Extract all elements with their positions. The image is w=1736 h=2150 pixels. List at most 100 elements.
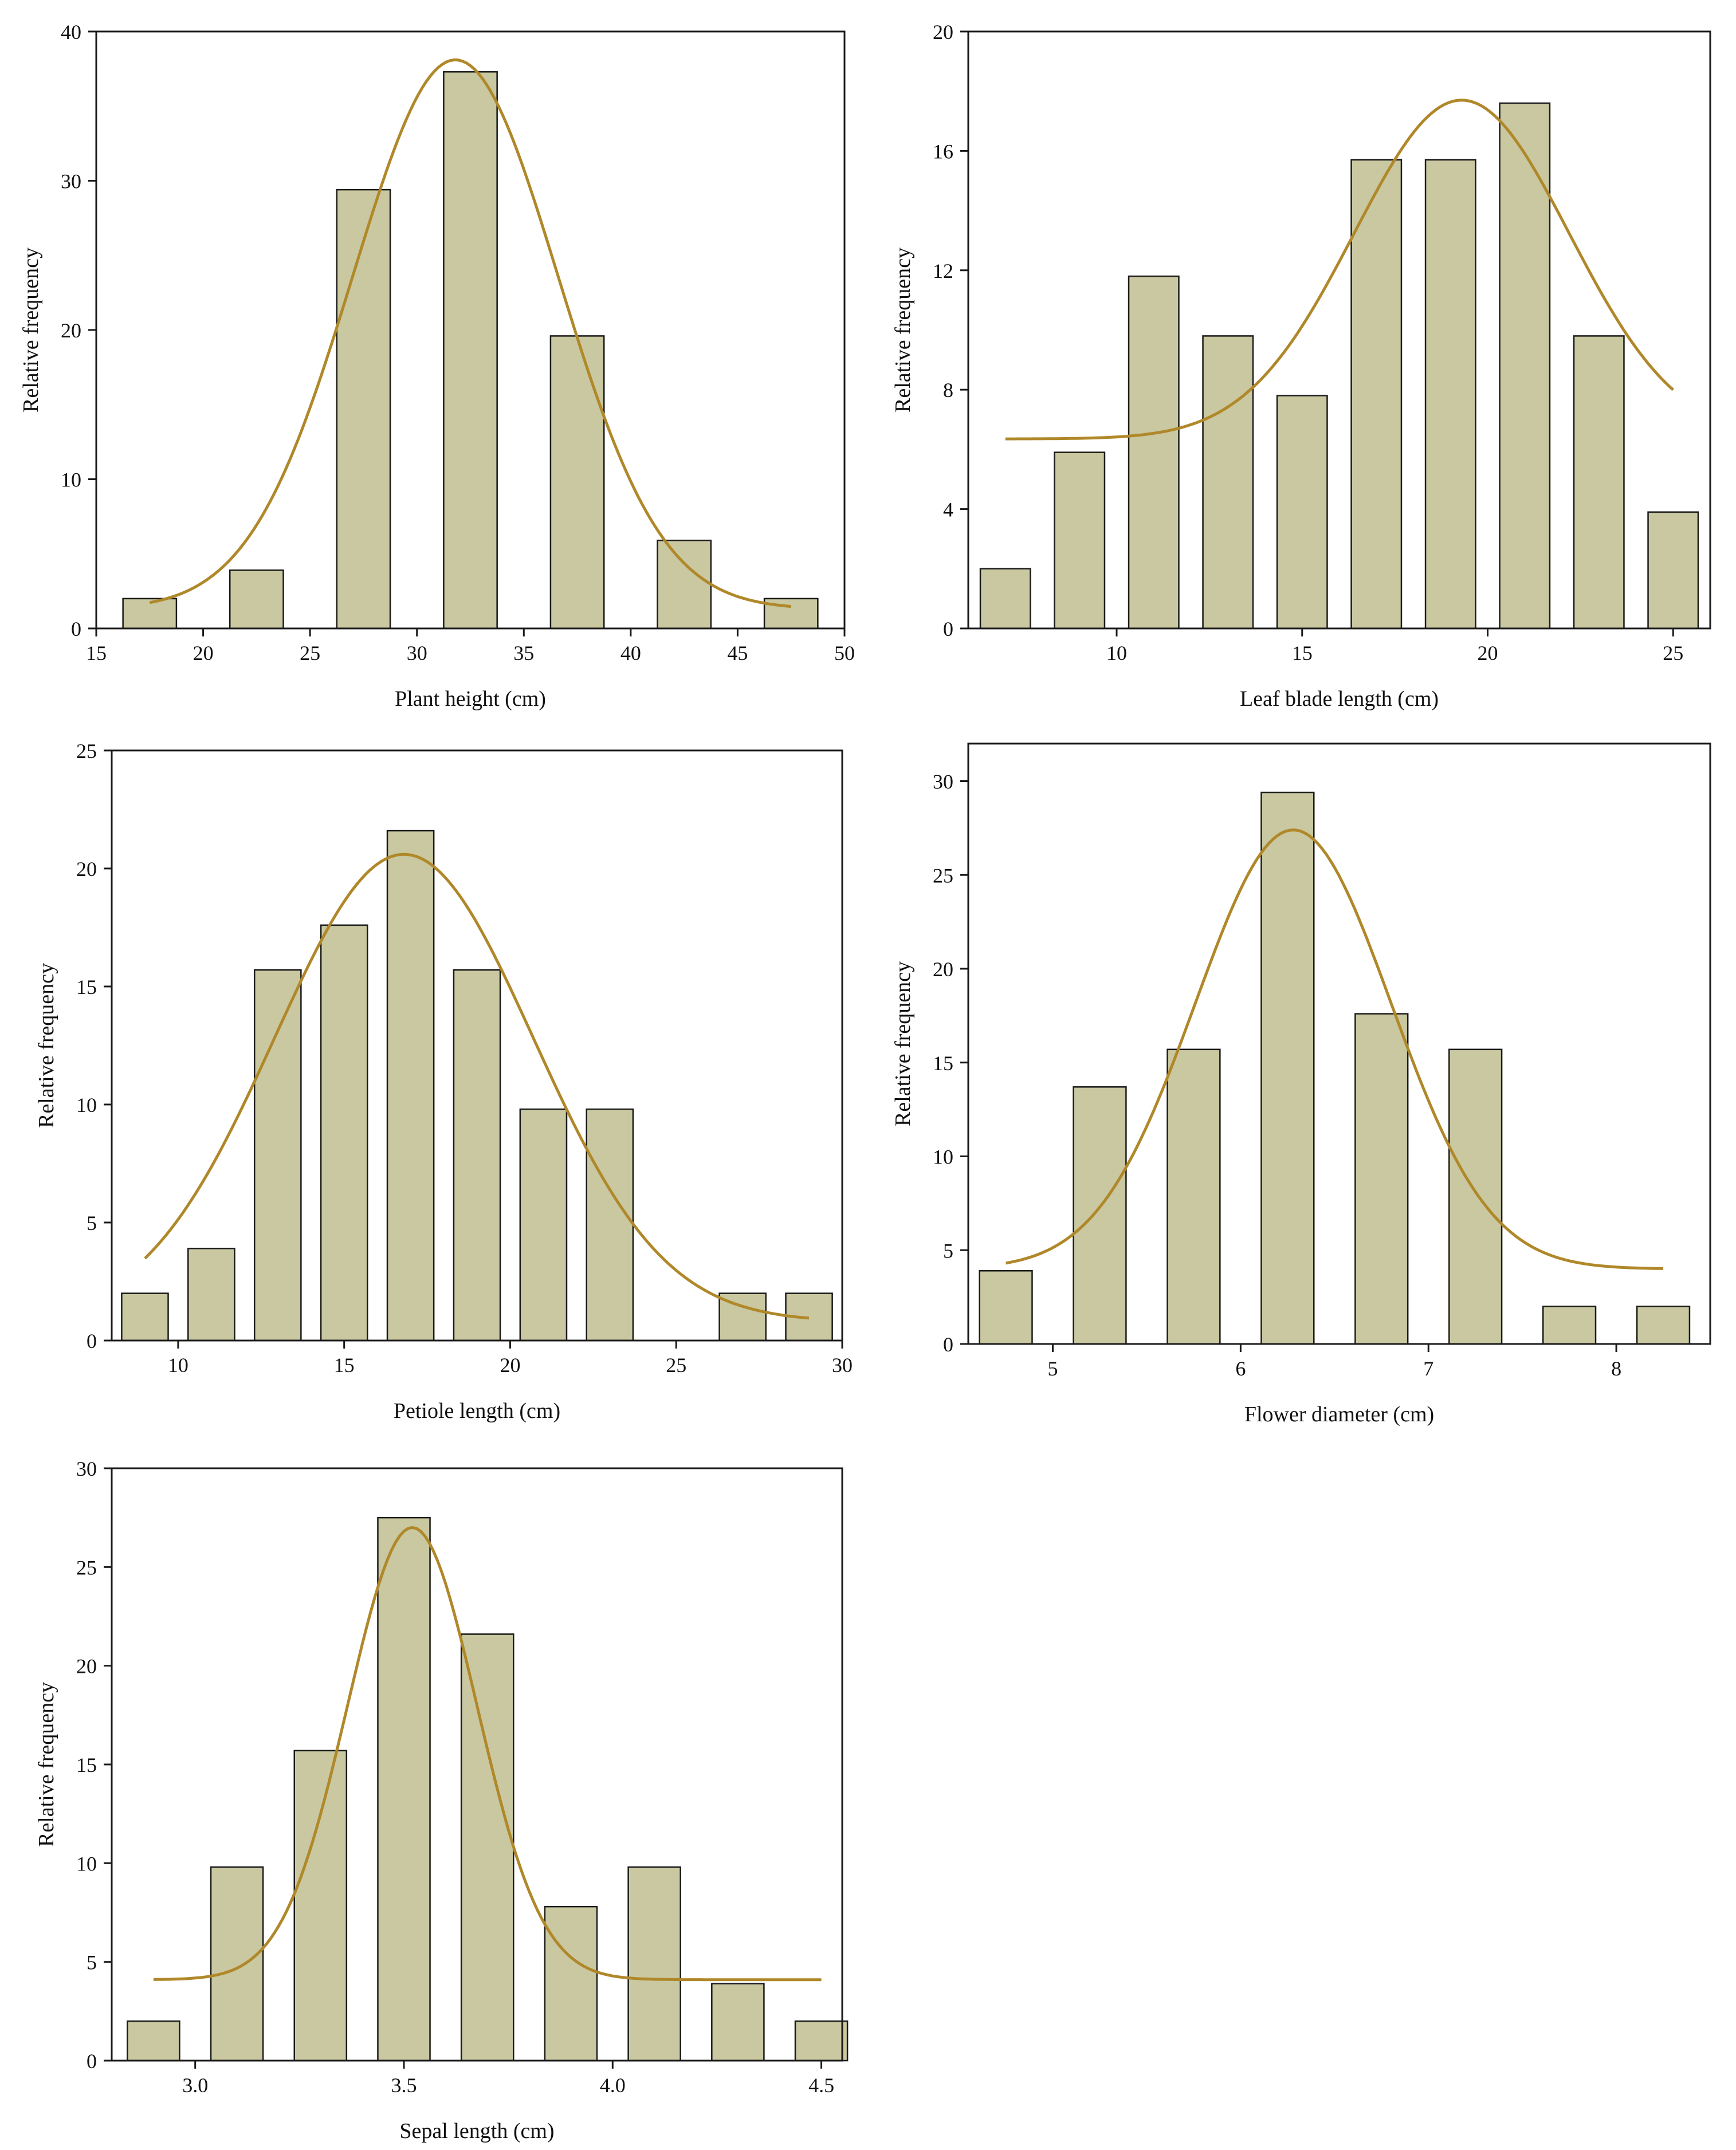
x-tick-label: 30 <box>407 642 427 665</box>
x-tick-label: 15 <box>334 1354 355 1377</box>
y-axis-label-group: Relative frequency <box>34 1682 58 1847</box>
y-tick-label: 30 <box>61 170 81 193</box>
x-tick-label: 4.5 <box>808 2074 834 2097</box>
histogram-panel: 10 15 20 25 30 0 5 10 15 20 25 Petiole length (cm) R… <box>34 740 853 1423</box>
x-tick-label: 25 <box>1663 642 1683 665</box>
y-tick-label: 20 <box>933 21 953 44</box>
y-tick-label: 15 <box>76 976 97 999</box>
histogram-bar <box>1350 159 1403 630</box>
histogram-bar <box>377 1516 431 2062</box>
x-axis-label: Petiole length (cm) <box>394 1399 560 1423</box>
histogram-bar <box>1167 1048 1221 1345</box>
y-tick-label: 40 <box>61 21 81 44</box>
x-tick-label: 10 <box>168 1354 188 1377</box>
histogram-bar <box>1573 335 1625 630</box>
histogram-bar <box>1128 275 1180 630</box>
y-tick-label: 0 <box>87 1330 97 1353</box>
fit-curve <box>153 1526 822 1982</box>
y-tick-label: 30 <box>933 771 953 793</box>
y-axis-label-group: Relative frequency <box>891 247 915 412</box>
x-tick-label: 10 <box>1106 642 1127 665</box>
histogram-bar <box>544 1905 598 2062</box>
histogram-bar <box>443 71 498 630</box>
histogram-bar <box>549 335 605 630</box>
histogram-bar <box>979 1270 1033 1345</box>
y-tick-label: 20 <box>933 958 953 981</box>
histogram-bar <box>121 1292 169 1342</box>
x-tick-label: 20 <box>1478 642 1498 665</box>
histogram-bar <box>1073 1086 1127 1345</box>
histogram-bar <box>210 1866 264 2062</box>
histogram-bar <box>453 969 501 1342</box>
x-tick-label: 15 <box>86 642 107 665</box>
y-tick-label: 5 <box>87 1212 97 1235</box>
x-axis-label: Plant height (cm) <box>395 687 546 711</box>
y-axis-label: Relative frequency <box>891 961 915 1126</box>
histogram-bar <box>1636 1306 1691 1345</box>
histogram-bar <box>1424 159 1476 630</box>
histogram-bar <box>293 1750 348 2062</box>
x-axis-label: Sepal length (cm) <box>399 2119 554 2143</box>
histogram-bar <box>979 568 1031 630</box>
y-tick-label: 0 <box>943 1333 953 1356</box>
histogram-bar <box>229 569 284 630</box>
histogram-bar <box>460 1633 514 2062</box>
histogram-bar <box>627 1866 681 2062</box>
y-tick-label: 10 <box>933 1146 953 1169</box>
x-tick-label: 6 <box>1235 1357 1246 1380</box>
y-axis-label-group: Relative frequency <box>19 247 43 412</box>
histogram-bar <box>1276 395 1328 630</box>
histogram-bar <box>122 598 178 630</box>
y-axis-label-group: Relative frequency <box>891 961 915 1126</box>
x-tick-label: 5 <box>1048 1357 1058 1380</box>
y-tick-label: 12 <box>933 260 953 282</box>
histogram-bar <box>1448 1048 1503 1345</box>
x-tick-label: 25 <box>300 642 320 665</box>
y-tick-label: 8 <box>943 379 953 402</box>
histogram-bar <box>586 1108 634 1342</box>
y-tick-label: 0 <box>87 2050 97 2073</box>
plot-frame <box>111 749 843 1342</box>
histogram-bar <box>336 188 391 630</box>
plot-frame <box>967 30 1711 630</box>
y-axis-label: Relative frequency <box>891 247 915 412</box>
histogram-bar <box>127 2020 180 2062</box>
x-tick-label: 45 <box>727 642 748 665</box>
x-tick-label: 35 <box>513 642 534 665</box>
y-tick-label: 4 <box>943 498 953 521</box>
y-tick-label: 5 <box>87 1951 97 1974</box>
histogram-bar <box>657 540 712 630</box>
y-tick-label: 20 <box>61 319 81 342</box>
histogram-bar <box>519 1108 568 1342</box>
x-axis-label: Flower diameter (cm) <box>1244 1402 1434 1426</box>
fit-curve <box>1006 828 1664 1270</box>
y-tick-label: 10 <box>61 469 81 492</box>
histogram-bar <box>1260 791 1315 1345</box>
y-tick-label: 30 <box>76 1457 97 1480</box>
x-tick-label: 20 <box>500 1354 520 1377</box>
y-tick-label: 15 <box>76 1754 97 1776</box>
y-tick-label: 10 <box>76 1852 97 1875</box>
histogram-bar <box>187 1248 235 1342</box>
y-tick-label: 25 <box>76 740 97 762</box>
x-tick-label: 4.0 <box>600 2074 626 2097</box>
y-tick-label: 15 <box>933 1052 953 1075</box>
x-tick-label: 3.5 <box>391 2074 417 2097</box>
y-axis-label: Relative frequency <box>19 247 43 412</box>
fit-curve <box>1005 99 1674 441</box>
fit-curve <box>149 58 791 608</box>
histogram-panel: 15 20 25 30 35 40 45 50 0 10 20 30 40 Plant height (c… <box>19 21 855 711</box>
x-tick-label: 30 <box>832 1354 853 1377</box>
x-tick-label: 50 <box>834 642 855 665</box>
histogram-bar <box>1054 451 1106 630</box>
x-tick-label: 25 <box>666 1354 686 1377</box>
histogram-bar <box>320 924 368 1342</box>
fit-curve <box>144 852 810 1320</box>
histogram-panel: 5 6 7 8 0 5 10 15 20 25 30 Flower diameter (cm) Rela… <box>891 742 1711 1426</box>
y-tick-label: 16 <box>933 140 953 163</box>
y-axis-label: Relative frequency <box>34 963 58 1128</box>
x-tick-label: 8 <box>1611 1357 1621 1380</box>
histogram-bar <box>1647 511 1699 630</box>
histogram-panel: 3.0 3.5 4.0 4.5 0 5 10 15 20 25 30 Sepal length (cm… <box>34 1457 849 2143</box>
